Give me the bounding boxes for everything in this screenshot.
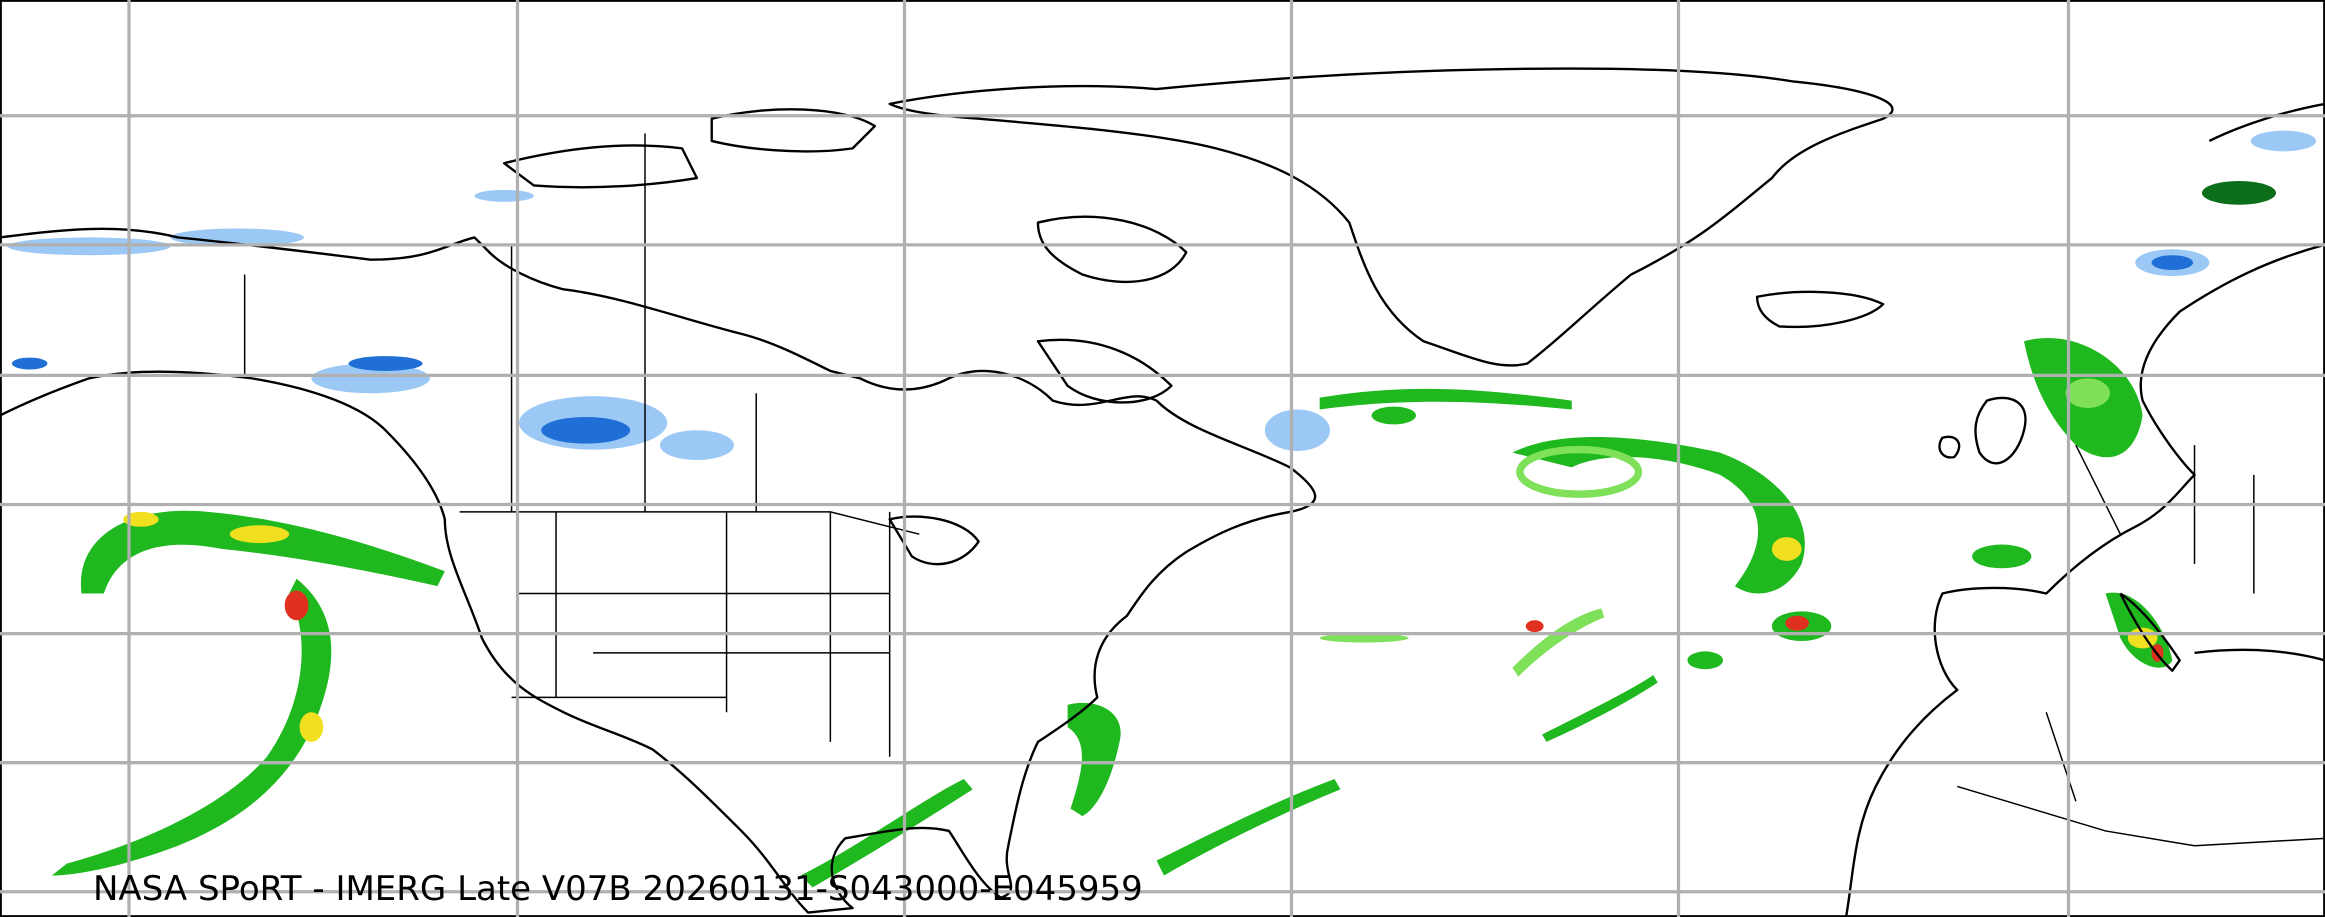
map-caption: NASA SPoRT - IMERG Late V07B 20260131-S0… [93, 869, 1143, 909]
coastlines [0, 67, 2325, 917]
political-borders [243, 133, 2325, 847]
heavy-snowfall-areas [11, 255, 2194, 444]
